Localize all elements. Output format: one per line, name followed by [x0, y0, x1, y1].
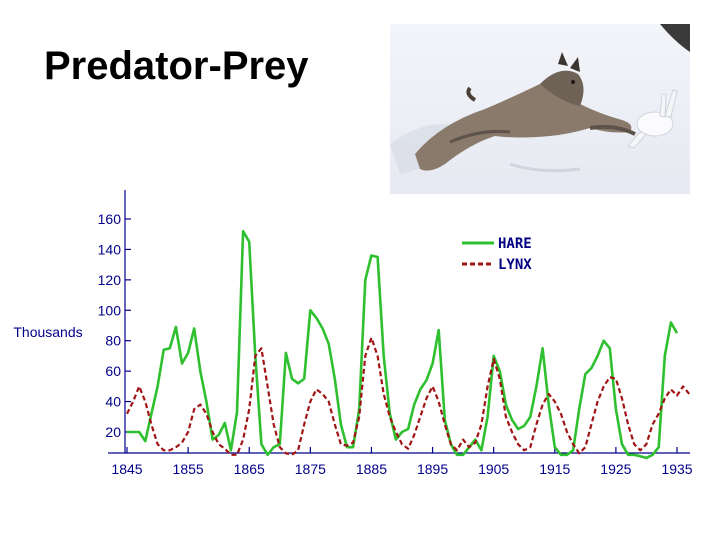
series-line-lynx — [126, 336, 691, 456]
y-tick-label: 120 — [98, 272, 122, 288]
y-tick-label: 20 — [105, 424, 121, 440]
y-tick-label: 60 — [105, 363, 121, 379]
series-line-hare — [127, 229, 679, 460]
x-tick-label: 1935 — [661, 461, 692, 477]
y-tick-label: 160 — [98, 211, 122, 227]
legend-label-lynx: LYNX — [498, 257, 532, 273]
x-tick-label: 1855 — [173, 461, 204, 477]
lynx-chasing-hare-photo — [390, 24, 690, 194]
slide-title: Predator-Prey — [44, 44, 309, 88]
y-tick-label: 40 — [105, 394, 121, 410]
y-axis-label: Thousands — [13, 324, 82, 340]
y-tick-label: 80 — [105, 333, 121, 349]
x-tick-label: 1895 — [417, 461, 448, 477]
x-tick-label: 1885 — [356, 461, 387, 477]
x-tick-label: 1875 — [295, 461, 326, 477]
x-tick-label: 1925 — [600, 461, 631, 477]
legend-label-hare: HARE — [498, 236, 532, 252]
x-tick-label: 1905 — [478, 461, 509, 477]
x-tick-label: 1845 — [111, 461, 142, 477]
x-tick-label: 1915 — [539, 461, 570, 477]
y-tick-label: 140 — [98, 241, 122, 257]
x-tick-label: 1865 — [234, 461, 265, 477]
y-tick-label: 100 — [98, 302, 122, 318]
